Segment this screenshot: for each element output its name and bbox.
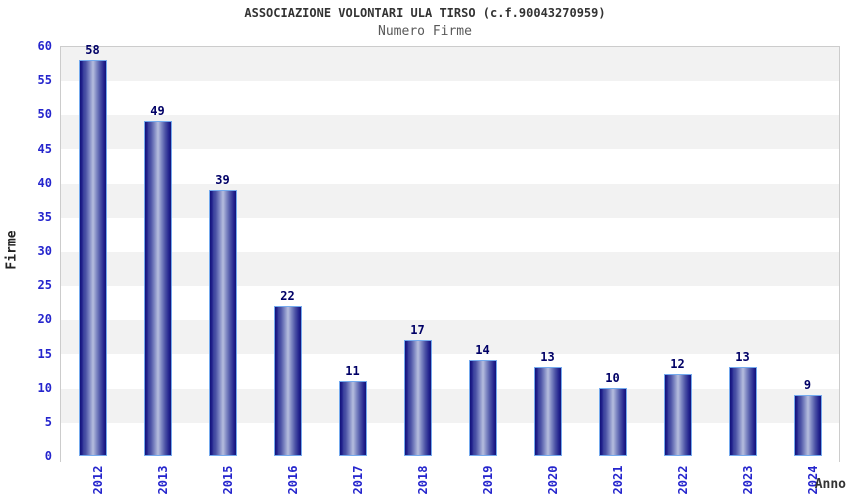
x-axis-tick-label: 2020 xyxy=(545,465,560,495)
x-axis-tick-label: 2021 xyxy=(610,465,625,495)
chart-subtitle: Numero Firme xyxy=(378,24,472,39)
y-axis-tick-label: 0 xyxy=(44,449,52,463)
bar xyxy=(273,305,302,456)
y-axis-tick-label: 25 xyxy=(37,278,52,293)
bar-value-label: 12 xyxy=(670,357,685,371)
plot-band xyxy=(61,149,839,184)
plot-band xyxy=(61,217,839,252)
bar xyxy=(403,339,432,456)
bar xyxy=(338,380,367,456)
plot-band xyxy=(61,47,839,82)
y-axis-tick-label: 55 xyxy=(37,73,52,88)
bar-value-label: 49 xyxy=(150,104,165,119)
bar xyxy=(208,189,237,456)
bar-value-label: 39 xyxy=(215,172,230,187)
x-axis-tick-label: 2012 xyxy=(90,465,105,495)
y-axis-tick-label: 50 xyxy=(37,107,52,122)
x-axis-title: Anno xyxy=(814,477,846,492)
y-axis-tick-label: 45 xyxy=(37,141,52,156)
y-axis-tick-label: 5 xyxy=(44,414,52,429)
plot-band xyxy=(61,115,839,150)
y-axis-tick-label: 10 xyxy=(37,380,52,395)
plot-area xyxy=(60,46,840,457)
x-axis-tick-label: 2019 xyxy=(480,465,495,495)
bar-value-label: 22 xyxy=(280,288,295,303)
bar-value-label: 11 xyxy=(345,363,360,378)
y-axis-tick-label: 40 xyxy=(37,175,52,190)
bar-value-label: 17 xyxy=(410,322,425,337)
bar xyxy=(533,367,562,456)
bar xyxy=(598,387,627,456)
bar-value-label: 14 xyxy=(475,343,490,358)
y-axis-tick-label: 20 xyxy=(37,312,52,327)
plot-band xyxy=(61,422,839,457)
bar xyxy=(78,59,107,456)
bar-value-label: 13 xyxy=(735,350,750,365)
x-axis-tick-label: 2023 xyxy=(740,465,755,495)
bar xyxy=(143,121,172,456)
x-axis-tick-label: 2022 xyxy=(675,465,690,495)
y-axis-tick-label: 35 xyxy=(37,209,52,224)
plot-band xyxy=(61,320,839,355)
y-axis-tick-label: 15 xyxy=(37,346,52,361)
plot-band xyxy=(61,183,839,218)
x-axis-tick-label: 2013 xyxy=(155,465,170,495)
bar xyxy=(663,374,692,456)
plot-band xyxy=(61,354,839,389)
bar-value-label: 10 xyxy=(605,370,620,385)
bar xyxy=(793,394,822,456)
bar-value-label: 9 xyxy=(803,377,812,392)
x-axis-tick-label: 2015 xyxy=(220,465,235,495)
y-axis-tick-label: 60 xyxy=(37,39,52,53)
bar-value-label: 58 xyxy=(85,42,100,57)
plot-band xyxy=(61,388,839,423)
y-axis-tick-label: 30 xyxy=(37,244,52,258)
x-axis-tick-label: 2016 xyxy=(285,465,300,495)
plot-band xyxy=(61,81,839,116)
bar xyxy=(728,367,757,456)
plot-band xyxy=(61,252,839,287)
y-axis-title: Firme xyxy=(4,230,20,270)
plot-band xyxy=(61,286,839,321)
x-axis-tick-label: 2017 xyxy=(350,465,365,495)
chart-title: ASSOCIAZIONE VOLONTARI ULA TIRSO (c.f.90… xyxy=(244,6,606,20)
axis-edge-tick-left xyxy=(60,456,61,462)
bar xyxy=(468,360,497,456)
bar-value-label: 13 xyxy=(540,350,555,365)
axis-edge-tick-right xyxy=(839,456,840,462)
x-axis-tick-label: 2018 xyxy=(415,465,430,495)
